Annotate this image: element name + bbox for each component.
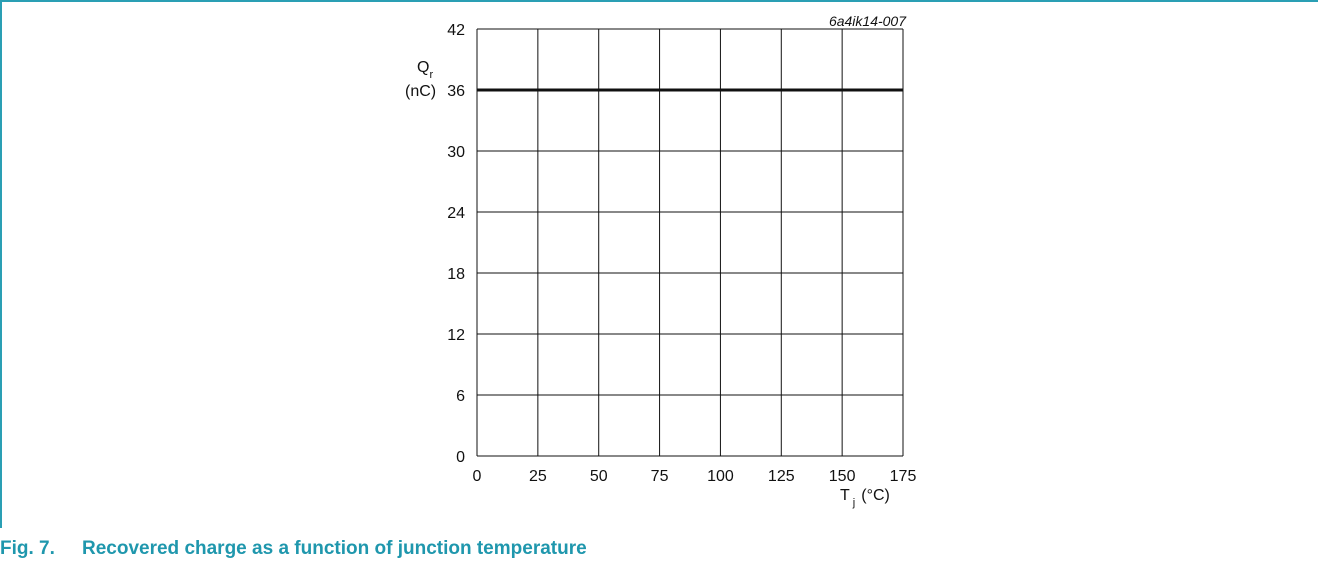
vertical-gridlines	[476, 29, 904, 456]
x-tick-label: 50	[590, 468, 608, 485]
x-tick-label: 25	[529, 468, 547, 485]
figure-caption: Fig. 7. Recovered charge as a function of…	[0, 538, 587, 560]
y-axis-unit: (nC)	[405, 83, 436, 100]
x-tick-label: 75	[651, 468, 669, 485]
x-tick-label: 125	[768, 468, 795, 485]
x-axis-label-main: T	[840, 487, 850, 504]
chart: 0 25 50 75 100 125 150 175 0 6 12 18 24 30 36 42 6a4ik…	[405, 13, 917, 509]
x-axis-label-unit: (°C)	[861, 487, 890, 504]
y-tick-label: 0	[456, 449, 465, 466]
y-tick-label: 42	[447, 22, 465, 39]
figure-caption-text: Recovered charge as a function of juncti…	[82, 538, 587, 559]
y-tick-label: 24	[447, 205, 465, 222]
x-tick-label: 150	[829, 468, 856, 485]
x-tick-labels: 0 25 50 75 100 125 150 175	[473, 468, 917, 485]
x-tick-label: 175	[890, 468, 917, 485]
y-tick-label: 30	[447, 144, 465, 161]
y-tick-label: 12	[447, 327, 465, 344]
horizontal-gridlines	[477, 28, 903, 457]
figure-id-label: 6a4ik14-007	[829, 13, 907, 29]
y-axis-label: Qr	[417, 59, 433, 81]
y-tick-label: 6	[456, 388, 465, 405]
x-tick-label: 0	[473, 468, 482, 485]
y-axis-label-sub: r	[429, 69, 433, 81]
x-tick-label: 100	[707, 468, 734, 485]
y-axis-label-main: Q	[417, 59, 429, 76]
y-tick-label: 18	[447, 266, 465, 283]
figure-frame	[0, 0, 1318, 528]
y-tick-labels: 0 6 12 18 24 30 36 42	[447, 22, 465, 466]
x-axis-label-sub: j	[852, 497, 855, 509]
figure-caption-number: Fig. 7.	[0, 538, 55, 559]
y-tick-label: 36	[447, 83, 465, 100]
